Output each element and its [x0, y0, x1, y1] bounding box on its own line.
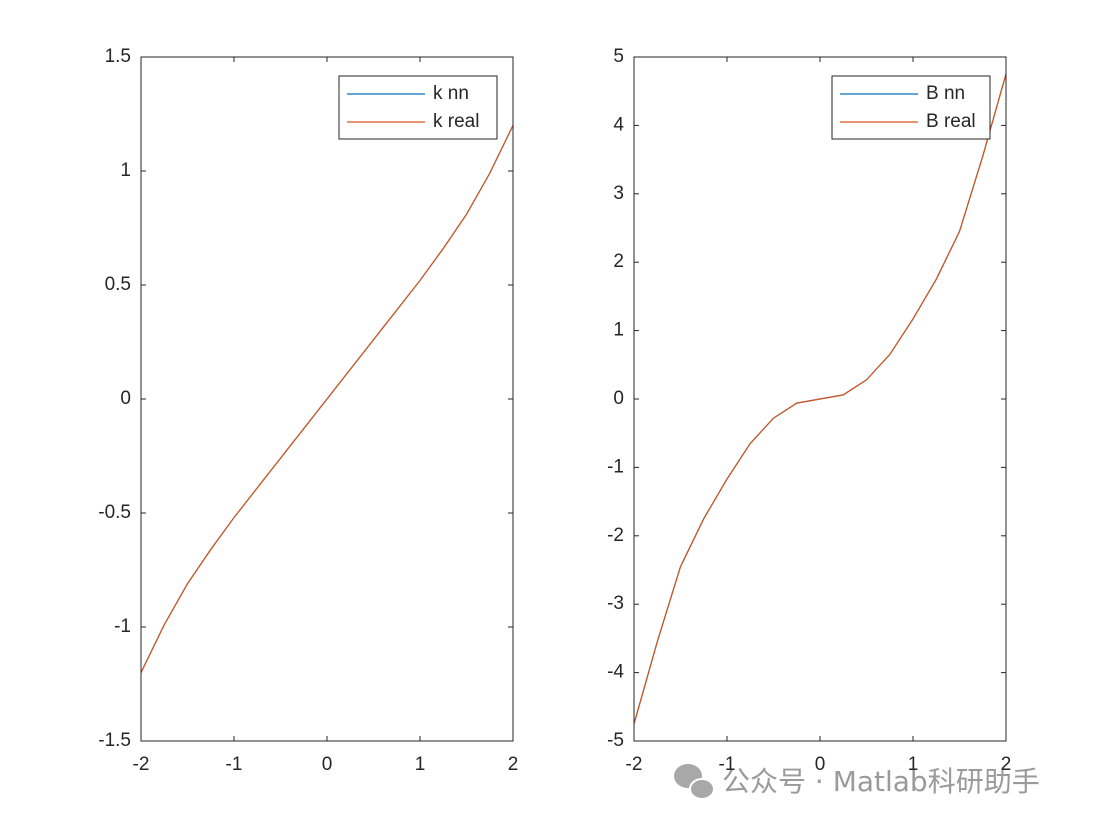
legend-box [338, 75, 498, 140]
y-tick-label: -2 [607, 525, 624, 546]
y-tick-label: 5 [613, 46, 624, 67]
y-tick-label: -0.5 [98, 502, 131, 523]
legend-label: k nn [433, 83, 469, 104]
y-tick-label: -1 [114, 616, 131, 637]
x-tick-label: 0 [815, 754, 826, 775]
y-tick-label: 1 [613, 320, 624, 341]
y-tick-label: -3 [607, 593, 624, 614]
x-tick-label: -2 [626, 754, 643, 775]
y-tick-label: 0 [120, 388, 131, 409]
watermark: 公众号 · Matlab科研助手 [722, 765, 1040, 798]
y-tick-label: 1 [120, 160, 131, 181]
data-line [633, 73, 1007, 725]
y-tick-label: 3 [613, 183, 624, 204]
axes-box [140, 56, 514, 742]
x-tick-label: 1 [415, 754, 426, 775]
legend-box [831, 75, 991, 140]
legend-label: B real [926, 111, 976, 132]
y-tick-label: 1.5 [105, 46, 131, 67]
watermark-icon [674, 764, 715, 800]
data-line [140, 125, 514, 673]
x-tick-label: -2 [133, 754, 150, 775]
x-tick-label: -1 [226, 754, 243, 775]
y-tick-label: -4 [607, 662, 624, 683]
axes-box [633, 56, 1007, 742]
x-tick-label: 1 [908, 754, 919, 775]
x-tick-label: -1 [719, 754, 736, 775]
y-tick-label: 0 [613, 388, 624, 409]
y-tick-label: 4 [613, 114, 624, 135]
y-tick-label: -1 [607, 456, 624, 477]
y-tick-label: 0.5 [105, 274, 131, 295]
x-tick-label: 2 [508, 754, 519, 775]
x-tick-label: 2 [1001, 754, 1012, 775]
y-tick-label: 2 [613, 251, 624, 272]
y-tick-label: -1.5 [98, 730, 131, 751]
y-tick-label: -5 [607, 730, 624, 751]
legend-label: B nn [926, 83, 965, 104]
x-tick-label: 0 [322, 754, 333, 775]
legend-label: k real [433, 111, 479, 132]
